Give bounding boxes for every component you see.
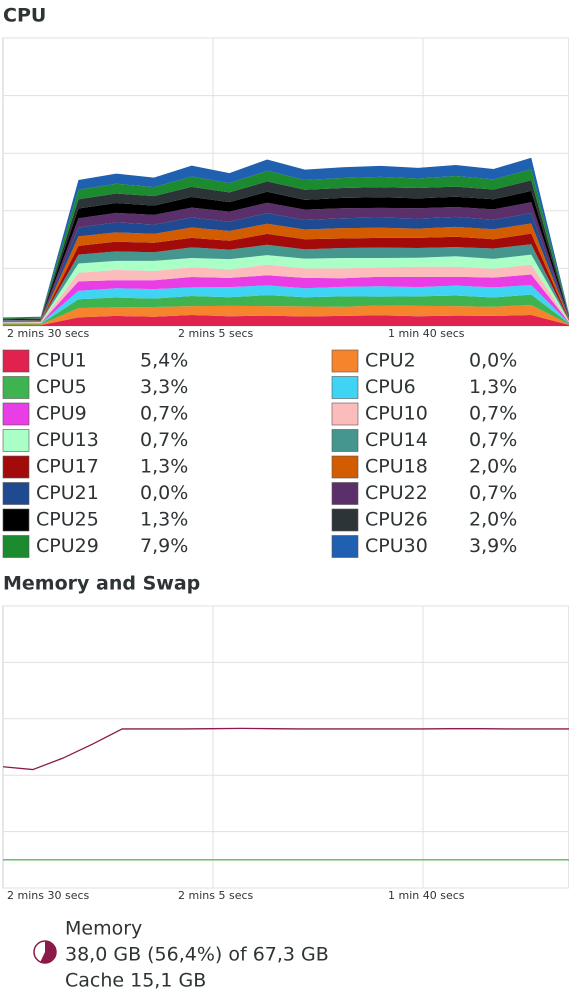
- legend-name: CPU26: [365, 509, 428, 531]
- legend-value: 5,4%: [140, 350, 188, 372]
- legend-value: 3,3%: [140, 376, 188, 398]
- section-title: CPU: [3, 5, 46, 27]
- x-axis-label: 1 min 40 secs: [388, 327, 465, 340]
- legend-swatch: [331, 455, 359, 479]
- legend-value: 1,3%: [140, 509, 188, 531]
- section-title: Memory and Swap: [3, 573, 200, 595]
- cpu-area: [3, 202, 569, 321]
- cpu-area: [3, 264, 569, 324]
- cpu-area: [3, 169, 569, 319]
- legend-swatch: [331, 376, 359, 399]
- cpu-area: [3, 233, 569, 322]
- legend-name: CPU30: [365, 535, 428, 557]
- cpu-areas: [3, 157, 569, 326]
- cpu-area: [3, 294, 569, 325]
- legend-name: CPU14: [365, 429, 428, 451]
- legend-name: CPU25: [36, 509, 99, 531]
- cpu-area: [3, 180, 569, 320]
- legend-value: 1,3%: [469, 376, 517, 398]
- legend-value: 0,7%: [140, 403, 188, 425]
- legend-swatch: [2, 429, 30, 452]
- legend-name: CPU18: [365, 456, 428, 478]
- legend-swatch: [2, 535, 30, 558]
- cpu-area: [3, 304, 569, 326]
- legend-value: 1,3%: [140, 456, 188, 478]
- legend-swatch: [2, 482, 30, 505]
- legend-name: CPU1: [36, 350, 87, 372]
- cpu-area: [3, 190, 569, 320]
- graph-background: [2, 605, 569, 889]
- legend-name: CPU9: [36, 403, 87, 425]
- cpu-area: [3, 274, 569, 324]
- memory-detail: 38,0 GB (56,4%) of 67,3 GB: [65, 944, 329, 966]
- legend-value: 7,9%: [140, 535, 188, 557]
- legend-value: 3,9%: [469, 535, 517, 557]
- legend-value: 0,7%: [469, 482, 517, 504]
- legend-name: CPU22: [365, 482, 428, 504]
- legend-value: 0,0%: [469, 350, 517, 372]
- legend-value: 0,7%: [469, 429, 517, 451]
- legend-value: 2,0%: [469, 456, 517, 478]
- legend-name: CPU6: [365, 376, 416, 398]
- legend-swatch: [331, 429, 359, 452]
- legend-swatch: [2, 508, 30, 532]
- x-axis-label: 2 mins 30 secs: [7, 889, 90, 902]
- legend-swatch: [331, 402, 359, 426]
- cpu-area: [3, 254, 569, 323]
- legend-swatch: [2, 402, 30, 426]
- legend-value: 0,7%: [140, 429, 188, 451]
- legend-value: 2,0%: [469, 509, 517, 531]
- cpu-area: [3, 315, 569, 326]
- x-axis-label: 2 mins 5 secs: [178, 327, 254, 340]
- memory-cache: Cache 15,1 GB: [65, 970, 206, 992]
- legend-name: CPU29: [36, 535, 99, 557]
- legend-value: 0,0%: [140, 482, 188, 504]
- x-axis-label: 2 mins 30 secs: [7, 327, 90, 340]
- legend-name: CPU13: [36, 429, 99, 451]
- legend-swatch: [2, 376, 30, 399]
- cpu-area: [3, 213, 569, 321]
- cpu-area: [3, 157, 569, 318]
- memory-icon: [33, 940, 57, 964]
- legend-swatch: [2, 455, 30, 479]
- x-axis-label: 2 mins 5 secs: [178, 889, 254, 902]
- legend-value: 0,7%: [469, 403, 517, 425]
- x-axis-label: 1 min 40 secs: [388, 889, 465, 902]
- cpu-area: [3, 244, 569, 323]
- cpu-area: [3, 285, 569, 324]
- cpu-area: [3, 223, 569, 322]
- legend-swatch: [2, 349, 30, 373]
- legend-swatch: [331, 535, 359, 558]
- legend-name: CPU21: [36, 482, 99, 504]
- memory-line: [2, 727, 569, 771]
- legend-swatch: [331, 508, 359, 532]
- legend-swatch: [331, 482, 359, 505]
- legend-name: CPU5: [36, 376, 87, 398]
- legend-name: CPU2: [365, 350, 416, 372]
- legend-name: CPU17: [36, 456, 99, 478]
- legend-swatch: [331, 349, 359, 373]
- memory-label: Memory: [65, 918, 142, 940]
- legend-name: CPU10: [365, 403, 428, 425]
